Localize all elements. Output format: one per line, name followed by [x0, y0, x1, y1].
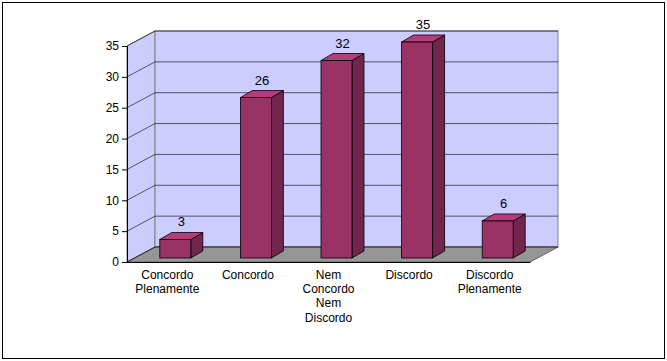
y-tick-label: 15: [106, 163, 120, 177]
bar: [482, 221, 513, 258]
x-tick: NemConcordoNemDiscordo: [302, 268, 354, 325]
data-label: 32: [335, 36, 349, 51]
bar: [402, 42, 433, 258]
chart-border: [3, 3, 665, 359]
y-tick-mark: [122, 262, 127, 263]
bar-top: [482, 214, 525, 221]
bar: [240, 98, 271, 258]
x-tick: DiscordoPlenamente: [458, 268, 522, 296]
bars: [160, 35, 525, 258]
bar: [321, 61, 352, 258]
bar-side: [433, 35, 445, 258]
side-wall: [127, 31, 155, 262]
y-tick: 0: [112, 255, 127, 269]
y-tick-label: 10: [106, 194, 120, 208]
y-tick-mark: [122, 231, 127, 232]
bar-top: [402, 35, 445, 42]
y-tick-mark: [122, 169, 127, 170]
y-tick: 20: [106, 132, 127, 146]
x-tick-label: DiscordoPlenamente: [458, 268, 522, 296]
y-tick: 30: [106, 70, 127, 84]
y-axis: 0 5 10 15 20 25 30 35: [106, 39, 128, 269]
y-tick: 15: [106, 163, 127, 177]
data-label: 6: [500, 196, 507, 211]
chart: 05101520253035ConcordoPlenamenteConcordo…: [0, 0, 667, 361]
bar-group: [160, 232, 203, 258]
y-axis-line: [122, 47, 128, 263]
bar-top: [321, 54, 364, 61]
bar-top: [240, 91, 283, 98]
y-tick: 5: [112, 224, 127, 238]
x-tick-label: NemConcordoNemDiscordo: [302, 268, 354, 325]
y-tick-label: 30: [106, 70, 120, 84]
x-tick: ConcordoPlenamente: [135, 268, 199, 296]
bar: [160, 239, 191, 258]
data-label: 3: [178, 214, 185, 229]
y-tick: 35: [106, 39, 127, 53]
y-tick: 10: [106, 194, 127, 208]
bar-top: [160, 232, 203, 239]
bar-side: [352, 54, 364, 258]
y-tick-label: 20: [106, 132, 120, 146]
x-axis: ConcordoPlenamente Concordo NemConcordoNem…: [128, 263, 531, 325]
bar-group: [240, 91, 283, 258]
y-tick-mark: [122, 46, 127, 47]
bar-side: [271, 91, 283, 258]
y-tick-mark: [122, 108, 127, 109]
y-tick-label: 35: [106, 39, 120, 53]
data-label: 35: [416, 17, 430, 32]
y-tick-label: 25: [106, 101, 120, 115]
y-tick-mark: [122, 77, 127, 78]
x-tick-label: Concordo: [222, 268, 274, 282]
bar-side: [513, 214, 525, 258]
y-tick: 25: [106, 101, 127, 115]
y-tick-label: 0: [112, 255, 119, 269]
x-tick-label: Discordo: [385, 268, 433, 282]
y-tick-mark: [122, 200, 127, 201]
x-axis-line: [128, 262, 531, 263]
data-labels: 3 26 32 35 6: [178, 17, 508, 229]
y-tick-label: 5: [112, 224, 119, 238]
x-tick-label: ConcordoPlenamente: [135, 268, 199, 296]
bar-group: [482, 214, 525, 258]
x-tick: Concordo: [222, 268, 274, 282]
x-tick: Discordo: [385, 268, 433, 282]
bar-group: [321, 54, 364, 258]
data-label: 26: [255, 73, 269, 88]
bar-group: [402, 35, 445, 258]
grid: [127, 31, 558, 262]
y-tick-mark: [122, 139, 127, 140]
